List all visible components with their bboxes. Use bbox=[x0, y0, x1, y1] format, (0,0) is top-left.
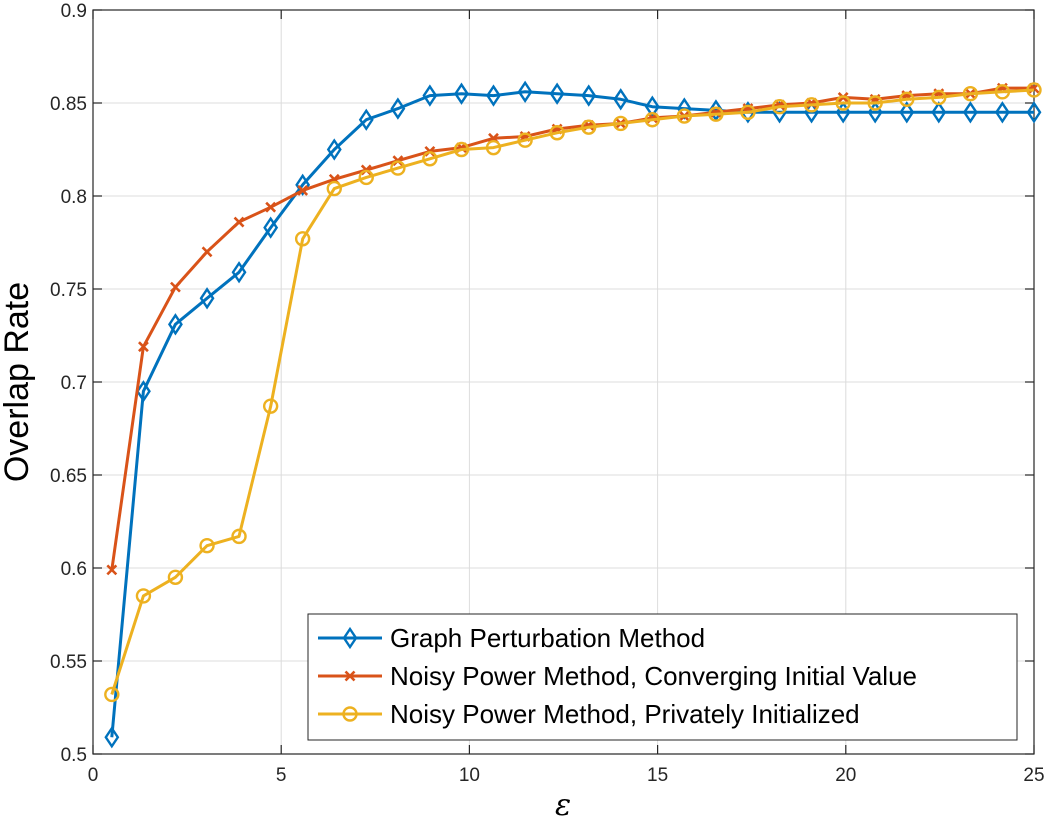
data-point bbox=[422, 84, 438, 107]
data-point bbox=[708, 106, 724, 122]
data-point bbox=[326, 180, 342, 197]
y-axis-title: Overlap Rate bbox=[0, 282, 36, 482]
data-point bbox=[233, 216, 245, 228]
series-3 bbox=[104, 82, 1042, 703]
legend-entry-2: Noisy Power Method, Converging Initial V… bbox=[318, 661, 917, 691]
data-point bbox=[104, 726, 120, 749]
data-point bbox=[201, 246, 213, 258]
legend-marker bbox=[344, 670, 356, 682]
y-tick-label: 0.9 bbox=[61, 1, 87, 22]
data-point bbox=[106, 564, 118, 576]
data-point bbox=[644, 95, 660, 118]
y-tick-label: 0.5 bbox=[61, 745, 87, 766]
legend-box bbox=[307, 613, 1018, 741]
data-point bbox=[740, 104, 756, 121]
data-point bbox=[486, 84, 501, 107]
data-point bbox=[326, 138, 342, 161]
data-point bbox=[454, 82, 469, 105]
data-point bbox=[1026, 101, 1042, 124]
data-point bbox=[199, 287, 215, 310]
data-point bbox=[231, 261, 247, 284]
x-axis-title: ε bbox=[555, 788, 571, 823]
data-point bbox=[517, 80, 533, 104]
x-tick-label: 0 bbox=[88, 765, 99, 786]
data-point bbox=[263, 216, 279, 239]
data-point bbox=[899, 101, 915, 124]
legend-marker bbox=[342, 626, 358, 650]
legend-label: Noisy Power Method, Privately Initialize… bbox=[390, 699, 860, 729]
data-point bbox=[931, 89, 947, 106]
legend-label: Noisy Power Method, Converging Initial V… bbox=[390, 661, 917, 691]
data-point bbox=[390, 97, 406, 120]
data-point bbox=[899, 91, 915, 107]
data-point bbox=[297, 185, 309, 196]
data-series bbox=[104, 80, 1042, 749]
data-point bbox=[835, 95, 851, 111]
y-tick-label: 0.7 bbox=[61, 373, 87, 394]
data-point bbox=[138, 341, 149, 353]
data-point bbox=[771, 99, 788, 115]
data-point bbox=[549, 125, 565, 141]
legend-label: Graph Perturbation Method bbox=[390, 623, 705, 653]
data-point bbox=[1026, 82, 1042, 98]
data-point bbox=[104, 686, 120, 703]
x-tick-label: 5 bbox=[276, 765, 287, 786]
data-point bbox=[803, 97, 820, 113]
data-point bbox=[613, 88, 629, 111]
data-point bbox=[581, 119, 597, 135]
data-point bbox=[358, 169, 374, 186]
data-point bbox=[962, 101, 978, 124]
y-tick-label: 0.8 bbox=[61, 187, 87, 208]
x-tick-label: 15 bbox=[647, 765, 668, 786]
data-point bbox=[994, 84, 1011, 100]
data-point bbox=[549, 82, 565, 105]
legend-entry-3: Noisy Power Method, Privately Initialize… bbox=[318, 699, 860, 729]
data-point bbox=[613, 115, 629, 132]
x-tick-label: 20 bbox=[835, 765, 856, 786]
y-tick-label: 0.6 bbox=[61, 559, 87, 580]
data-point bbox=[581, 84, 597, 107]
data-point bbox=[422, 151, 438, 167]
x-tick-label: 10 bbox=[459, 765, 480, 786]
data-point bbox=[867, 95, 883, 111]
data-point bbox=[199, 537, 215, 554]
data-point bbox=[167, 569, 184, 585]
data-point bbox=[294, 231, 311, 247]
data-point bbox=[358, 108, 374, 131]
data-point bbox=[390, 160, 406, 176]
data-point bbox=[262, 398, 279, 414]
data-point bbox=[265, 201, 277, 213]
data-point bbox=[231, 528, 247, 545]
legend-entry-1: Graph Perturbation Method bbox=[318, 623, 705, 653]
legend: Graph Perturbation Method Noisy Power Met… bbox=[307, 613, 1018, 741]
series-1 bbox=[104, 80, 1042, 749]
data-point bbox=[295, 173, 311, 197]
y-tick-label: 0.55 bbox=[50, 652, 87, 673]
axis-ticks: 0 5 10 15 20 25 0.5 0.55 0.6 0.65 0.7 0.75 0.8 0.85 0.… bbox=[50, 1, 1045, 786]
y-tick-label: 0.65 bbox=[50, 466, 87, 487]
data-point bbox=[994, 101, 1010, 124]
y-tick-label: 0.85 bbox=[50, 94, 87, 115]
data-point bbox=[135, 380, 151, 403]
data-point bbox=[170, 281, 181, 293]
legend-marker bbox=[342, 706, 358, 722]
data-point bbox=[453, 141, 470, 158]
y-tick-label: 0.75 bbox=[50, 280, 87, 301]
data-point bbox=[962, 85, 979, 102]
data-point bbox=[644, 112, 661, 128]
x-tick-label: 25 bbox=[1023, 765, 1044, 786]
data-point bbox=[167, 313, 183, 336]
data-point bbox=[931, 101, 947, 124]
data-point bbox=[676, 108, 693, 124]
data-point bbox=[135, 588, 152, 604]
data-point bbox=[485, 139, 502, 156]
data-point bbox=[517, 132, 533, 148]
